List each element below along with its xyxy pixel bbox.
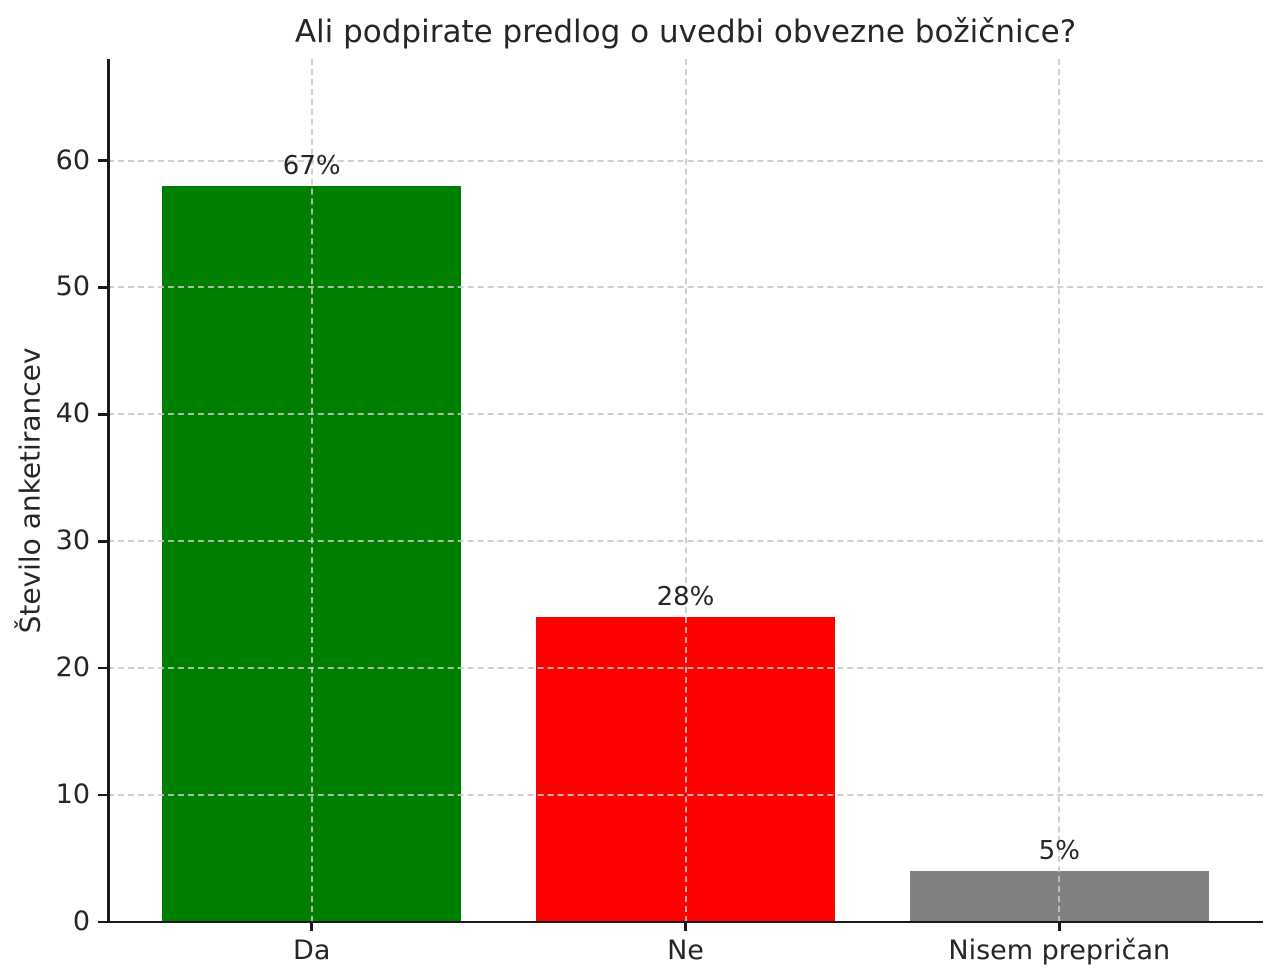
y-tick-label-20: 20 — [55, 652, 90, 684]
gridline-h-50 — [108, 286, 1263, 289]
y-tick-label-40: 40 — [55, 398, 90, 430]
gridline-h-20 — [108, 667, 1263, 670]
y-tick-label-0: 0 — [72, 906, 90, 937]
y-tick-10 — [98, 793, 108, 797]
x-tick-nisem-preprican — [1058, 922, 1061, 931]
bar-value-label-ne: 28% — [656, 582, 715, 613]
y-tick-label-30: 30 — [55, 525, 90, 557]
y-axis-spine — [107, 59, 110, 922]
x-tick-ne — [684, 922, 687, 931]
gridline-h-10 — [108, 794, 1263, 797]
gridline-v-da — [310, 59, 313, 922]
x-axis-spine — [107, 920, 1263, 923]
y-tick-60 — [98, 159, 108, 162]
gridline-h-60 — [108, 159, 1263, 162]
bar-value-label-da: 67% — [282, 150, 341, 181]
y-tick-30 — [98, 540, 108, 543]
gridline-h-30 — [108, 540, 1263, 543]
y-tick-label-50: 50 — [55, 271, 90, 303]
y-axis-label-text: Število anketirancev — [13, 347, 47, 634]
y-tick-0 — [98, 920, 108, 924]
y-tick-40 — [98, 413, 108, 416]
y-tick-20 — [98, 666, 108, 670]
x-tick-label-ne: Ne — [667, 935, 704, 966]
x-tick-label-da: Da — [293, 935, 331, 966]
plot-area: 67% Da 28% Ne 5% Nisem prepričan 0 10 20 30 40 50 60 — [56, 59, 1263, 966]
y-tick-label-60: 60 — [55, 144, 90, 176]
gridline-h-40 — [108, 413, 1263, 416]
bar-value-label-nisem-preprican: 5% — [1038, 836, 1080, 867]
y-tick-label-10: 10 — [55, 779, 90, 811]
gridline-v-ne — [684, 59, 687, 922]
chart-title: Ali podpirate predlog o uvedbi obvezne b… — [294, 14, 1077, 50]
y-tick-50 — [98, 286, 108, 289]
x-tick-label-nisem-preprican: Nisem prepričan — [948, 935, 1171, 966]
gridline-v-nisem-preprican — [1058, 59, 1061, 922]
x-tick-da — [310, 922, 313, 931]
